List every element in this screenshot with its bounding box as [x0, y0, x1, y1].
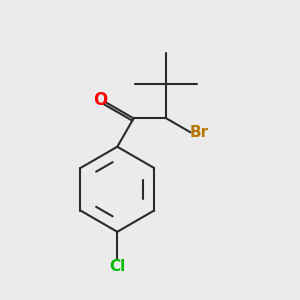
Text: O: O	[93, 91, 107, 109]
Text: Cl: Cl	[109, 259, 125, 274]
Text: Br: Br	[190, 125, 209, 140]
